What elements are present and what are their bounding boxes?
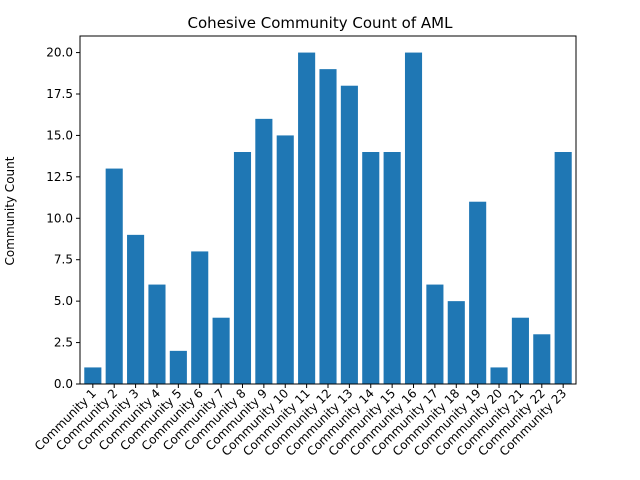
plot-frame: [79, 35, 577, 385]
bar: [127, 234, 145, 384]
y-tick-label: 20.0: [46, 46, 73, 60]
bar: [148, 284, 166, 384]
y-tick-label: 12.5: [46, 170, 73, 184]
bar: [447, 301, 465, 384]
bar: [319, 69, 337, 385]
bar: [533, 334, 551, 384]
bar: [404, 52, 423, 384]
bar: [490, 367, 508, 384]
bar: [233, 152, 252, 384]
bar: [84, 367, 102, 384]
chart-title: Cohesive Community Count of AML: [188, 14, 454, 32]
bar: [554, 152, 572, 384]
y-tick-label: 10.0: [46, 211, 73, 225]
bar: [191, 251, 209, 384]
bar: [383, 152, 401, 384]
bars-group: [84, 52, 572, 385]
y-tick-label: 15.0: [46, 128, 73, 142]
bar: [212, 317, 230, 384]
bar: [511, 317, 529, 384]
y-axis-label: Community Count: [3, 156, 17, 265]
y-tick-label: 17.5: [46, 87, 73, 101]
y-tick-label: 2.5: [54, 336, 73, 350]
y-tick-label: 5.0: [54, 294, 73, 308]
bar: [255, 118, 273, 384]
bar: [169, 350, 187, 384]
y-axis: 0.0 2.5 5.0 7.5 10.0 12.5 15.0 17.5 20.0: [46, 46, 80, 391]
y-tick-label: 7.5: [54, 253, 73, 267]
bar: [469, 201, 487, 384]
bar: [276, 135, 294, 384]
bar: [340, 85, 358, 384]
bar: [298, 52, 316, 384]
bar: [105, 168, 123, 384]
bar: [362, 152, 380, 384]
y-tick-label: 0.0: [54, 377, 73, 391]
bar: [426, 284, 444, 384]
